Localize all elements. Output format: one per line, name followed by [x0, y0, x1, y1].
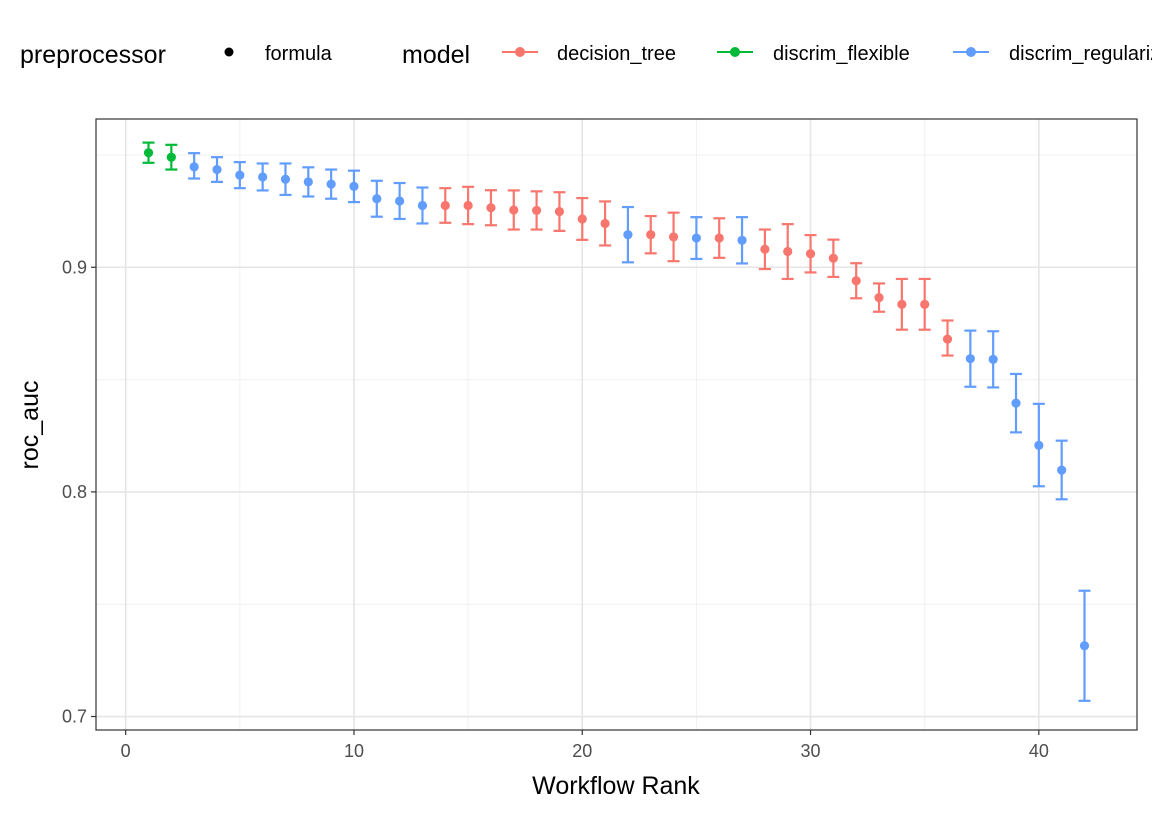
legend-label-discrim-flexible: discrim_flexible [773, 43, 910, 65]
point-discrim-regularized [303, 177, 313, 187]
y-axis-title: roc_auc [16, 381, 44, 470]
x-tick-label: 20 [572, 741, 592, 761]
point-discrim-flexible [143, 148, 154, 158]
point-discrim-flexible [166, 152, 176, 162]
point-discrim-regularized [395, 196, 405, 206]
point-decision-tree [486, 203, 496, 213]
y-tick-label: 0.8 [62, 482, 87, 502]
point-discrim-regularized [1079, 641, 1090, 651]
legend-preprocessor-title: preprocessor [20, 41, 166, 69]
plot-border [95, 118, 1138, 731]
point-discrim-regularized [372, 194, 382, 204]
point-decision-tree [828, 253, 838, 263]
point-discrim-regularized [1034, 440, 1044, 450]
point-discrim-regularized [235, 170, 245, 180]
y-tick-label: 0.9 [62, 257, 87, 277]
point-discrim-regularized [1011, 398, 1021, 408]
point-discrim-regularized [737, 235, 747, 245]
point-decision-tree [509, 205, 519, 215]
legend-label-decision-tree: decision_tree [557, 43, 676, 65]
point-discrim-regularized [691, 233, 702, 243]
y-axis: 0.7 0.8 0.9 [62, 257, 96, 727]
point-decision-tree [897, 299, 907, 309]
point-discrim-regularized [988, 354, 998, 364]
point-discrim-regularized [965, 354, 975, 364]
point-discrim-regularized [212, 164, 222, 175]
x-tick-label: 0 [121, 741, 131, 761]
point-discrim-regularized [280, 174, 291, 184]
point-decision-tree [942, 334, 953, 344]
x-axis-title: Workflow Rank [532, 772, 700, 800]
x-axis: 0 10 20 30 40 [121, 730, 1049, 761]
legend-key-dot-decision-tree [515, 47, 525, 57]
point-decision-tree [920, 299, 930, 309]
point-decision-tree [760, 244, 770, 254]
point-decision-tree [668, 232, 679, 242]
legend-preprocessor-key [224, 47, 234, 57]
point-discrim-regularized [623, 230, 633, 240]
point-discrim-regularized [326, 179, 336, 189]
x-tick-label: 40 [1029, 741, 1049, 761]
point-decision-tree [805, 249, 816, 259]
point-decision-tree [577, 214, 587, 224]
point-discrim-regularized [417, 200, 428, 211]
point-discrim-regularized [258, 172, 268, 182]
legend-model-title: model [402, 41, 470, 69]
point-decision-tree [646, 230, 656, 240]
plot-background [96, 119, 1137, 730]
point-discrim-regularized [1057, 465, 1067, 475]
data-marks [142, 141, 1091, 702]
point-discrim-regularized [349, 181, 359, 191]
legend-preprocessor-label: formula [265, 43, 333, 65]
point-decision-tree [600, 218, 610, 229]
y-tick-label: 0.7 [62, 707, 87, 727]
point-decision-tree [531, 205, 542, 216]
x-tick-label: 10 [344, 741, 364, 761]
point-decision-tree [874, 292, 884, 303]
point-decision-tree [714, 233, 724, 243]
point-decision-tree [783, 246, 793, 257]
point-decision-tree [554, 206, 565, 217]
legend-key-dot-discrim-regularized [966, 47, 976, 57]
x-tick-label: 30 [801, 741, 821, 761]
point-decision-tree [463, 200, 473, 211]
legend-key-dot-discrim-flexible [730, 47, 740, 57]
legend-label-discrim-regularized: discrim_regularized [1009, 43, 1152, 65]
point-decision-tree [851, 276, 861, 286]
legend: preprocessor formula model decision_tree… [20, 41, 1152, 69]
point-discrim-regularized [189, 162, 199, 172]
point-decision-tree [440, 200, 450, 211]
